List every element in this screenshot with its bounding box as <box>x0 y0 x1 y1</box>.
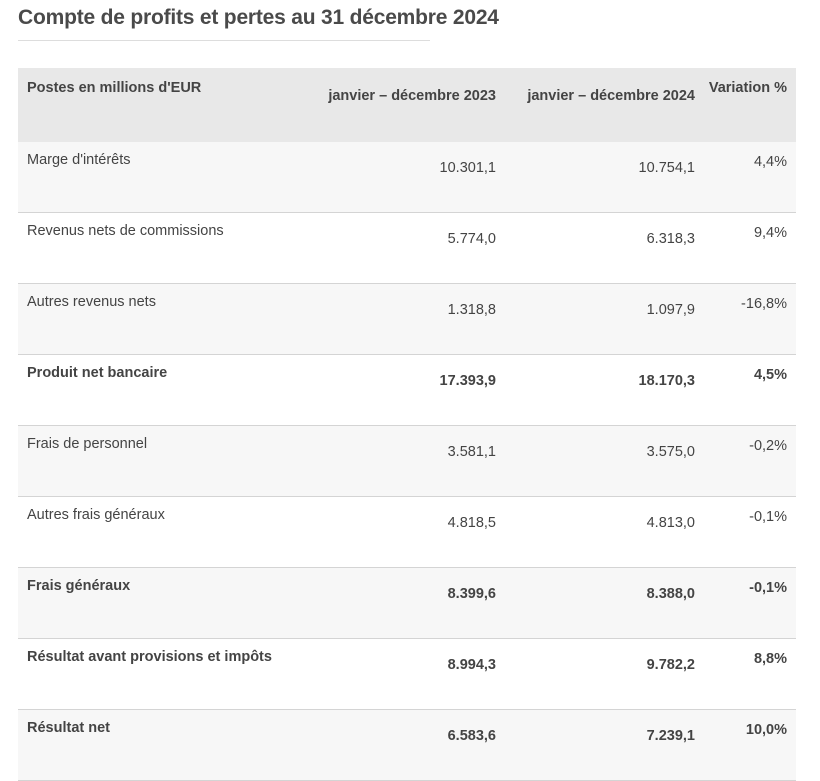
value-2024: 8.388,0 <box>496 567 695 639</box>
value-2023: 6.583,6 <box>287 709 496 781</box>
row-label: Autres revenus nets <box>18 283 287 355</box>
value-2024: 6.318,3 <box>496 212 695 284</box>
header-items: Postes en millions d'EUR <box>18 68 287 142</box>
value-2024: 9.782,2 <box>496 638 695 710</box>
row-label: Frais généraux <box>18 567 287 639</box>
value-2024: 1.097,9 <box>496 283 695 355</box>
variation: 10,0% <box>695 709 796 781</box>
header-2023: janvier – décembre 2023 <box>287 68 496 142</box>
value-2024: 3.575,0 <box>496 425 695 497</box>
variation: 8,8% <box>695 638 796 710</box>
header-variation: Variation % <box>695 68 796 142</box>
row-label: Résultat net <box>18 709 287 781</box>
value-2024: 18.170,3 <box>496 354 695 426</box>
value-2023: 5.774,0 <box>287 212 496 284</box>
title-divider <box>18 40 430 41</box>
row-label: Revenus nets de commissions <box>18 212 287 284</box>
header-2024: janvier – décembre 2024 <box>496 68 695 142</box>
value-2023: 1.318,8 <box>287 283 496 355</box>
row-label: Résultat avant provisions et impôts <box>18 638 287 710</box>
table-row: Autres frais généraux 4.818,5 4.813,0 -0,1% <box>18 496 796 568</box>
row-label: Marge d'intérêts <box>18 142 287 213</box>
table-row: Résultat avant provisions et impôts 8.994… <box>18 638 796 710</box>
value-2023: 17.393,9 <box>287 354 496 426</box>
variation: 4,4% <box>695 142 796 213</box>
table-row: Marge d'intérêts 10.301,1 10.754,1 4,4% <box>18 142 796 213</box>
value-2023: 4.818,5 <box>287 496 496 568</box>
row-label: Frais de personnel <box>18 425 287 497</box>
variation: -16,8% <box>695 283 796 355</box>
table-row: Produit net bancaire 17.393,9 18.170,3 4,5% <box>18 354 796 426</box>
profit-loss-table: Postes en millions d'EUR janvier – décem… <box>18 68 796 781</box>
page-title: Compte de profits et pertes au 31 décemb… <box>18 6 499 29</box>
table-row: Frais généraux 8.399,6 8.388,0 -0,1% <box>18 567 796 639</box>
variation: 4,5% <box>695 354 796 426</box>
row-label: Autres frais généraux <box>18 496 287 568</box>
value-2023: 3.581,1 <box>287 425 496 497</box>
row-label: Produit net bancaire <box>18 354 287 426</box>
value-2023: 8.994,3 <box>287 638 496 710</box>
table-row: Autres revenus nets 1.318,8 1.097,9 -16,8% <box>18 283 796 355</box>
table-header: Postes en millions d'EUR janvier – décem… <box>18 68 796 142</box>
table-row: Revenus nets de commissions 5.774,0 6.318,… <box>18 212 796 284</box>
value-2024: 4.813,0 <box>496 496 695 568</box>
value-2023: 8.399,6 <box>287 567 496 639</box>
variation: 9,4% <box>695 212 796 284</box>
variation: -0,1% <box>695 567 796 639</box>
table-row: Résultat net 6.583,6 7.239,1 10,0% <box>18 709 796 781</box>
value-2024: 7.239,1 <box>496 709 695 781</box>
value-2024: 10.754,1 <box>496 142 695 213</box>
table-row: Frais de personnel 3.581,1 3.575,0 -0,2% <box>18 425 796 497</box>
value-2023: 10.301,1 <box>287 142 496 213</box>
variation: -0,1% <box>695 496 796 568</box>
variation: -0,2% <box>695 425 796 497</box>
